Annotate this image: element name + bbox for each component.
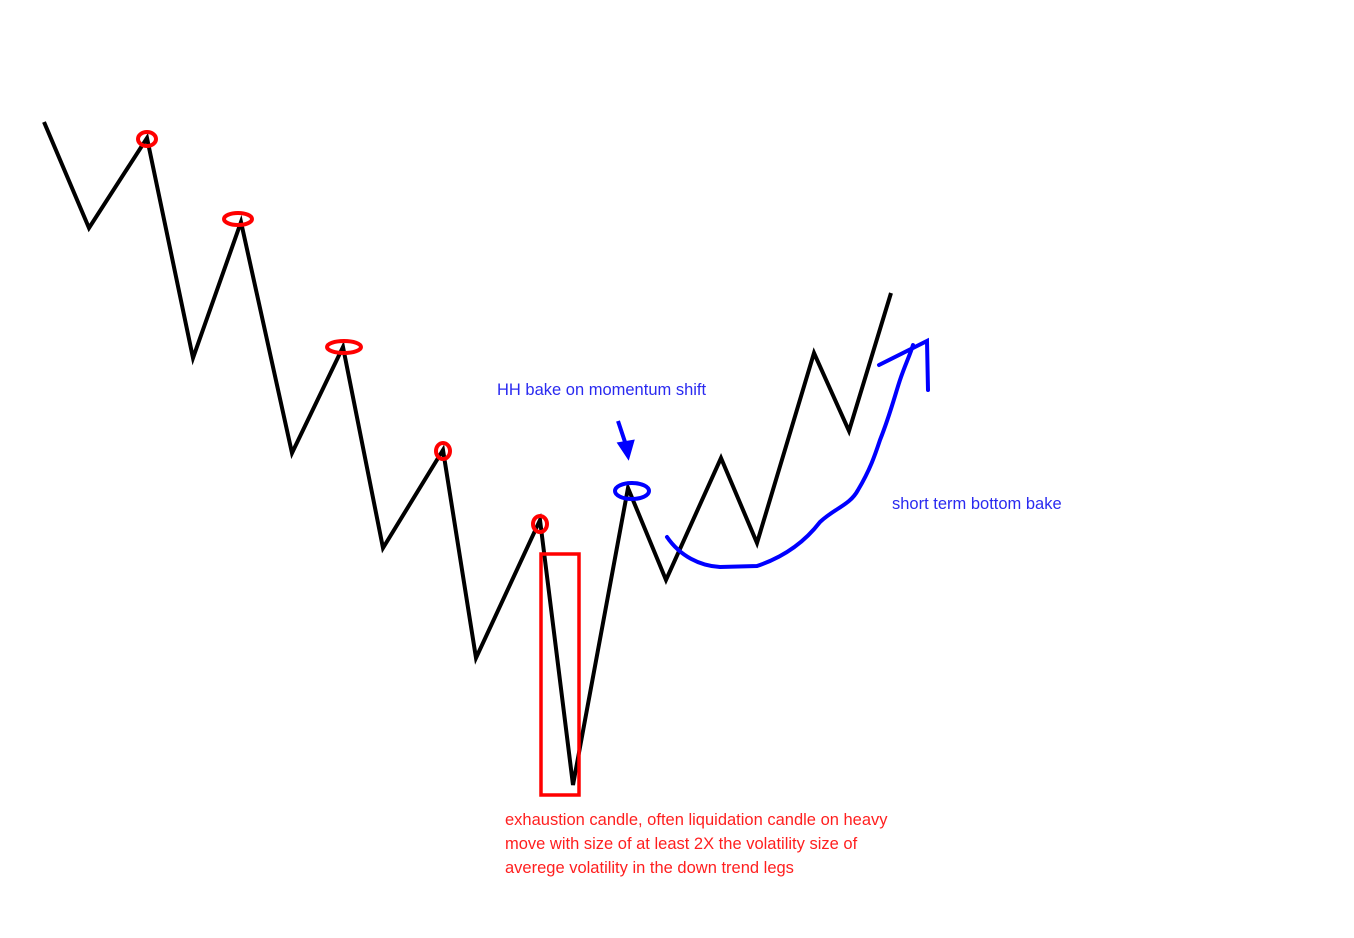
exhaustion-label: exhaustion candle, often liquidation can… — [505, 808, 888, 880]
lower-high-marker — [222, 211, 254, 227]
bottom-arrow-head — [877, 337, 930, 392]
bottom-label: short term bottom bake — [892, 495, 1062, 513]
lower-high-marker — [531, 514, 549, 534]
exhaustion-line-1: exhaustion candle, often liquidation can… — [505, 811, 888, 829]
exhaustion-line-3: averege volatility in the down trend leg… — [505, 859, 794, 877]
higher-high-marker — [613, 481, 651, 501]
lower-high-marker — [325, 339, 363, 355]
lower-high-marker — [434, 441, 452, 461]
bottom-curve-arrow — [665, 343, 915, 570]
exhaustion-candle-box — [539, 552, 581, 797]
price-zigzag-line — [42, 121, 893, 786]
exhaustion-line-2: move with size of at least 2X the volati… — [505, 835, 858, 853]
hh-pointer-arrow — [616, 420, 635, 461]
lower-high-markers — [136, 130, 549, 534]
hh-label: HH bake on momentum shift — [497, 381, 707, 399]
lower-high-marker — [136, 130, 158, 148]
